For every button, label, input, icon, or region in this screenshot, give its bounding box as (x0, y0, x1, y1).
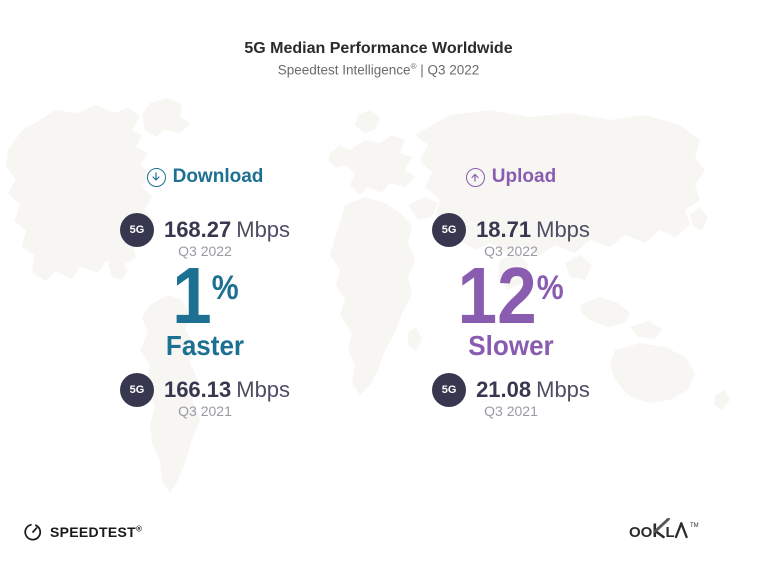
svg-text:OO: OO (629, 524, 653, 541)
svg-text:L: L (666, 524, 675, 541)
svg-text:TM: TM (690, 523, 699, 529)
